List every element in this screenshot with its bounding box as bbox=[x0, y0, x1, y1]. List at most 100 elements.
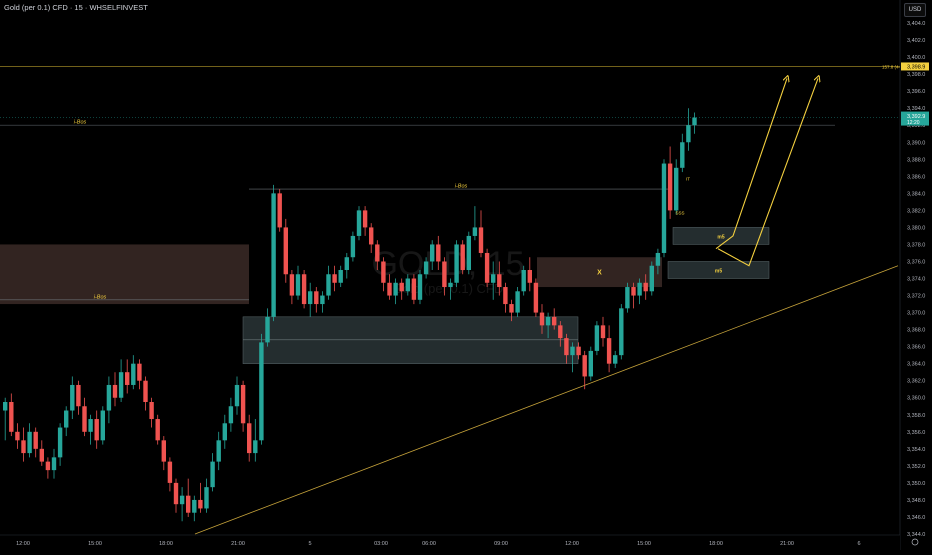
candle-body[interactable] bbox=[680, 142, 685, 168]
candle-body[interactable] bbox=[186, 495, 191, 513]
candle-body[interactable] bbox=[216, 440, 221, 462]
candle-body[interactable] bbox=[295, 274, 301, 296]
candle-body[interactable] bbox=[326, 274, 331, 296]
candle-body[interactable] bbox=[137, 363, 142, 381]
candle-body[interactable] bbox=[76, 384, 81, 407]
candle-body[interactable] bbox=[131, 363, 136, 385]
candle-body[interactable] bbox=[661, 163, 667, 253]
candle-body[interactable] bbox=[350, 235, 356, 258]
candle-body[interactable] bbox=[692, 117, 697, 126]
zone-dark[interactable] bbox=[667, 261, 770, 279]
candle-body[interactable] bbox=[204, 487, 209, 509]
candle-body[interactable] bbox=[118, 372, 124, 398]
candle-body[interactable] bbox=[369, 227, 374, 245]
candle-body[interactable] bbox=[9, 402, 14, 432]
zone-dark[interactable] bbox=[242, 316, 579, 364]
candle-body[interactable] bbox=[606, 338, 612, 364]
candle-body[interactable] bbox=[448, 282, 453, 288]
time-axis-bg[interactable] bbox=[0, 535, 900, 550]
candle-body[interactable] bbox=[179, 495, 185, 505]
candle-body[interactable] bbox=[277, 193, 282, 228]
candle-body[interactable] bbox=[240, 384, 246, 424]
candle-body[interactable] bbox=[344, 257, 349, 270]
candle-body[interactable] bbox=[533, 282, 539, 313]
candle-body[interactable] bbox=[222, 423, 227, 441]
candle-body[interactable] bbox=[88, 419, 93, 432]
candle-body[interactable] bbox=[539, 312, 545, 326]
candle-body[interactable] bbox=[3, 402, 8, 411]
candle-body[interactable] bbox=[460, 244, 465, 270]
candle-body[interactable] bbox=[283, 227, 288, 275]
candle-body[interactable] bbox=[289, 274, 295, 296]
candle-body[interactable] bbox=[393, 282, 398, 296]
candle-body[interactable] bbox=[509, 304, 514, 313]
candle-body[interactable] bbox=[112, 384, 118, 398]
candle-body[interactable] bbox=[521, 270, 526, 292]
candle-body[interactable] bbox=[491, 274, 496, 283]
candle-body[interactable] bbox=[70, 384, 75, 411]
candle-body[interactable] bbox=[387, 282, 392, 296]
candle-body[interactable] bbox=[27, 431, 32, 454]
candle-body[interactable] bbox=[106, 384, 112, 411]
candle-body[interactable] bbox=[356, 210, 362, 236]
candle-body[interactable] bbox=[149, 402, 154, 420]
candle-body[interactable] bbox=[338, 270, 343, 283]
candle-body[interactable] bbox=[442, 261, 447, 288]
candle-body[interactable] bbox=[637, 282, 642, 296]
price-axis-bg[interactable] bbox=[900, 0, 932, 550]
candle-body[interactable] bbox=[51, 457, 57, 471]
candle-body[interactable] bbox=[125, 372, 130, 385]
projection-arrow[interactable] bbox=[715, 78, 787, 250]
currency-badge[interactable]: USD bbox=[904, 3, 926, 17]
candle-body[interactable] bbox=[503, 287, 508, 305]
candle-body[interactable] bbox=[484, 252, 490, 283]
candle-body[interactable] bbox=[198, 499, 203, 509]
candle-body[interactable] bbox=[667, 163, 673, 211]
candle-body[interactable] bbox=[33, 431, 38, 449]
candle-body[interactable] bbox=[381, 261, 386, 283]
candle-body[interactable] bbox=[253, 440, 258, 454]
candle-body[interactable] bbox=[265, 316, 270, 343]
candle-body[interactable] bbox=[619, 308, 624, 356]
candle-body[interactable] bbox=[259, 342, 264, 441]
candle-body[interactable] bbox=[45, 461, 51, 471]
candle-body[interactable] bbox=[234, 384, 240, 407]
ascending-trendline[interactable] bbox=[194, 265, 899, 535]
zone-brown[interactable] bbox=[537, 257, 662, 288]
candle-body[interactable] bbox=[411, 278, 417, 300]
candle-body[interactable] bbox=[320, 295, 325, 305]
candle-body[interactable] bbox=[466, 235, 471, 270]
candle-body[interactable] bbox=[594, 325, 600, 351]
candle-body[interactable] bbox=[228, 406, 234, 424]
candle-body[interactable] bbox=[167, 461, 173, 483]
gear-icon[interactable] bbox=[911, 538, 919, 546]
candle-body[interactable] bbox=[173, 482, 179, 505]
candle-body[interactable] bbox=[271, 193, 276, 317]
candle-body[interactable] bbox=[15, 431, 20, 441]
candle-body[interactable] bbox=[417, 274, 423, 300]
candle-body[interactable] bbox=[454, 244, 459, 283]
candle-body[interactable] bbox=[576, 346, 581, 356]
candle-body[interactable] bbox=[655, 252, 661, 266]
candle-body[interactable] bbox=[21, 440, 26, 454]
candle-body[interactable] bbox=[564, 338, 569, 356]
candle-body[interactable] bbox=[423, 261, 429, 275]
candle-body[interactable] bbox=[332, 274, 337, 283]
candle-body[interactable] bbox=[515, 291, 520, 313]
candle-body[interactable] bbox=[100, 410, 105, 441]
candle-body[interactable] bbox=[582, 355, 587, 377]
candle-body[interactable] bbox=[478, 227, 484, 253]
candle-body[interactable] bbox=[405, 278, 410, 292]
candle-body[interactable] bbox=[600, 325, 606, 339]
candle-body[interactable] bbox=[64, 410, 69, 428]
candle-body[interactable] bbox=[625, 287, 630, 309]
candle-body[interactable] bbox=[674, 167, 679, 211]
candle-body[interactable] bbox=[155, 419, 160, 441]
candle-body[interactable] bbox=[545, 316, 551, 326]
candle-body[interactable] bbox=[94, 419, 99, 441]
projection-arrow[interactable] bbox=[717, 78, 818, 267]
candle-body[interactable] bbox=[631, 287, 636, 296]
candle-body[interactable] bbox=[613, 355, 618, 364]
